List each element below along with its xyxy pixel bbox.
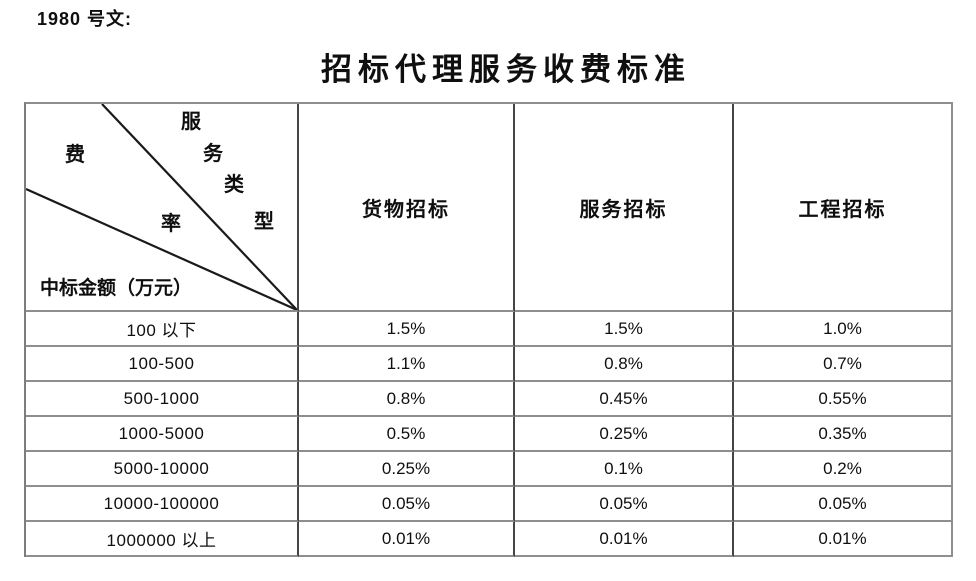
table-row: 5000-10000 0.25% 0.1% 0.2% — [26, 452, 953, 487]
service-type-char-1: 服 — [181, 111, 201, 133]
rate-cell: 0.05% — [734, 487, 953, 522]
table-row: 10000-100000 0.05% 0.05% 0.05% — [26, 487, 953, 522]
rate-cell: 0.5% — [299, 417, 515, 452]
rate-cell: 1.1% — [299, 347, 515, 382]
service-type-char-4: 型 — [254, 211, 274, 233]
rate-cell: 0.45% — [515, 382, 734, 417]
rate-cell: 0.8% — [515, 347, 734, 382]
rate-cell: 0.01% — [734, 522, 953, 557]
doc-ref: 1980 号文: — [37, 9, 133, 29]
row-label: 1000000 以上 — [26, 522, 299, 557]
service-type-char-3: 类 — [224, 174, 244, 196]
row-label: 100 以下 — [26, 312, 299, 347]
fee-rate-char-1: 费 — [65, 144, 85, 166]
column-header-works: 工程招标 — [734, 104, 953, 312]
table-row: 100 以下 1.5% 1.5% 1.0% — [26, 312, 953, 347]
rate-cell: 0.55% — [734, 382, 953, 417]
rate-cell: 0.25% — [515, 417, 734, 452]
row-label: 1000-5000 — [26, 417, 299, 452]
row-label: 500-1000 — [26, 382, 299, 417]
rate-cell: 0.01% — [515, 522, 734, 557]
rate-cell: 0.7% — [734, 347, 953, 382]
rate-cell: 0.35% — [734, 417, 953, 452]
table-row: 1000-5000 0.5% 0.25% 0.35% — [26, 417, 953, 452]
diagonal-lines — [26, 104, 297, 310]
rate-cell: 1.0% — [734, 312, 953, 347]
rate-cell: 0.25% — [299, 452, 515, 487]
fee-table: 服 务 类 型 费 率 中标金额（万元） 货物招标 服务招标 工程招标 100 … — [24, 102, 953, 557]
rate-cell: 1.5% — [299, 312, 515, 347]
row-label: 5000-10000 — [26, 452, 299, 487]
page-title: 招标代理服务收费标准 — [321, 52, 691, 87]
table-row: 500-1000 0.8% 0.45% 0.55% — [26, 382, 953, 417]
service-type-char-2: 务 — [203, 143, 223, 165]
rate-cell: 1.5% — [515, 312, 734, 347]
column-header-service: 服务招标 — [515, 104, 734, 312]
rate-cell: 0.2% — [734, 452, 953, 487]
amount-label: 中标金额（万元） — [40, 278, 193, 299]
rate-cell: 0.05% — [299, 487, 515, 522]
rate-cell: 0.1% — [515, 452, 734, 487]
diagonal-header-cell: 服 务 类 型 费 率 中标金额（万元） — [26, 104, 299, 312]
row-label: 10000-100000 — [26, 487, 299, 522]
rate-cell: 0.8% — [299, 382, 515, 417]
column-header-goods: 货物招标 — [299, 104, 515, 312]
header-row: 服 务 类 型 费 率 中标金额（万元） 货物招标 服务招标 工程招标 — [26, 104, 953, 312]
rate-cell: 0.05% — [515, 487, 734, 522]
rate-cell: 0.01% — [299, 522, 515, 557]
table-row: 100-500 1.1% 0.8% 0.7% — [26, 347, 953, 382]
fee-rate-char-2: 率 — [161, 213, 181, 235]
table-row: 1000000 以上 0.01% 0.01% 0.01% — [26, 522, 953, 557]
row-label: 100-500 — [26, 347, 299, 382]
